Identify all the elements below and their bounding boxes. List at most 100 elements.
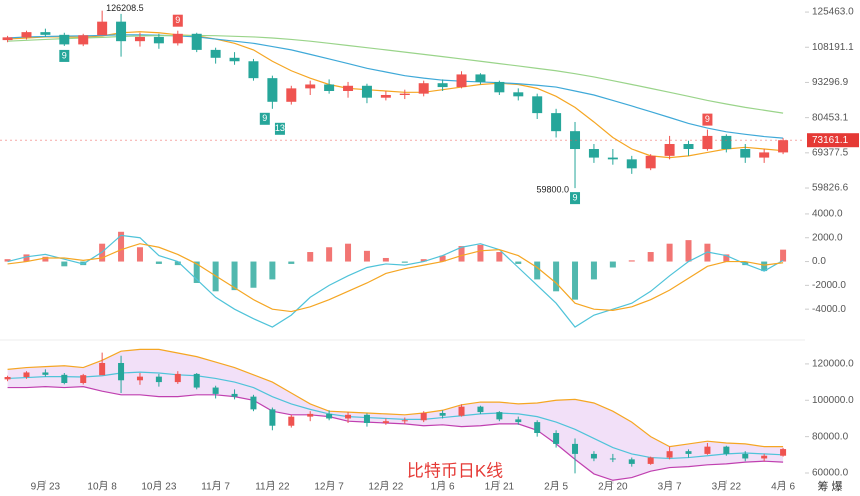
candle-body xyxy=(664,144,675,156)
boll-candle-body xyxy=(685,451,692,454)
macd-bar xyxy=(572,261,579,300)
x-tick-label: 4月 6 xyxy=(771,481,795,493)
macd-bar xyxy=(723,254,730,262)
y-tick-label: 125463.0 xyxy=(812,7,854,18)
chart-title: 比特币日K线 xyxy=(407,461,503,480)
boll-candle-body xyxy=(231,393,238,397)
candle-body xyxy=(626,159,637,169)
td-badge xyxy=(274,122,285,135)
x-tick-label: 9月 23 xyxy=(31,481,61,493)
candle-body xyxy=(607,157,618,160)
candle-body xyxy=(456,74,467,88)
macd-bar xyxy=(307,252,314,262)
macd-bar xyxy=(193,261,200,283)
y-tick-label: 120000.0 xyxy=(812,359,854,370)
macd-bar xyxy=(439,255,446,262)
macd-bar xyxy=(4,259,11,262)
macd-bar xyxy=(382,257,389,262)
footer-text: 筹 爆 xyxy=(817,479,842,493)
boll-candle-body xyxy=(609,458,616,460)
y-tick-label: -4000.0 xyxy=(812,304,846,315)
td-badge xyxy=(259,112,270,125)
candle-body xyxy=(740,149,751,158)
td-badge xyxy=(172,14,183,27)
boll-candle-body xyxy=(439,413,446,416)
macd-bar xyxy=(609,261,616,268)
candle-body xyxy=(588,149,599,158)
boll-candle-body xyxy=(326,413,333,419)
x-tick-label: 1月 21 xyxy=(485,481,515,493)
x-tick-label: 12月 7 xyxy=(314,481,344,493)
candle-body xyxy=(116,21,127,42)
macd-bar xyxy=(780,249,787,262)
y-tick-label: 80453.1 xyxy=(812,112,849,123)
td-badge xyxy=(570,192,581,205)
macd-bar xyxy=(553,261,560,292)
macd-bar xyxy=(477,244,484,262)
moving-average xyxy=(7,34,784,139)
boll-candle-body xyxy=(80,375,87,383)
y-tick-label: -2000.0 xyxy=(812,280,846,291)
candle-body xyxy=(305,84,316,89)
y-tick-label: 60000.0 xyxy=(812,468,849,479)
price-tag xyxy=(807,133,859,148)
boll-candle-body xyxy=(136,376,143,381)
macd-bar xyxy=(288,261,295,264)
x-tick-label: 2月 5 xyxy=(544,481,568,493)
macd-bar xyxy=(515,261,522,264)
candle-body xyxy=(532,96,543,114)
candle-body xyxy=(134,36,145,42)
boll-candle-body xyxy=(780,449,787,456)
x-tick-label: 3月 22 xyxy=(712,481,742,493)
macd-bar xyxy=(685,240,692,262)
candle-body xyxy=(475,74,486,82)
candle-body xyxy=(721,135,732,150)
macd-bar xyxy=(647,252,654,262)
macd-bar xyxy=(590,261,597,280)
candle-body xyxy=(513,92,524,97)
x-tick-label: 11月 7 xyxy=(201,481,230,493)
candle-body xyxy=(97,21,108,36)
candle-body xyxy=(229,57,240,62)
candle-body xyxy=(399,93,410,95)
macd-bar xyxy=(401,261,408,263)
td-badge xyxy=(59,49,70,62)
candle-body xyxy=(153,36,164,44)
macd-bar xyxy=(42,256,49,262)
td-label: 9 xyxy=(573,192,578,202)
macd-bar xyxy=(118,231,125,262)
candle-body xyxy=(551,113,562,132)
high-label: 126208.5 xyxy=(106,3,144,13)
macd-bar xyxy=(345,243,352,262)
x-tick-label: 10月 23 xyxy=(141,481,176,493)
y-tick-label: 0.0 xyxy=(812,256,826,267)
td-label: 9 xyxy=(175,15,180,25)
boll-candle-body xyxy=(23,372,30,377)
candle-body xyxy=(683,144,694,150)
boll-candle-body xyxy=(269,409,276,426)
boll-upper xyxy=(7,348,784,448)
macd-bar xyxy=(363,250,370,262)
boll-candle-body xyxy=(628,459,635,464)
boll-candle-body xyxy=(345,414,352,419)
boll-candle-body xyxy=(4,377,11,380)
y-tick-label: 108191.1 xyxy=(812,42,854,53)
td-label: 13 xyxy=(275,123,285,133)
boll-candle-body xyxy=(666,451,673,458)
macd-dif xyxy=(7,234,784,328)
macd-bar xyxy=(23,254,30,262)
moving-average xyxy=(7,34,784,114)
boll-candle-body xyxy=(496,412,503,420)
boll-candle-body xyxy=(250,396,257,410)
boll-candle-body xyxy=(723,446,730,454)
boll-candle-body xyxy=(118,363,125,381)
macd-bar xyxy=(496,252,503,262)
x-tick-label: 10月 8 xyxy=(87,481,117,493)
td-label: 9 xyxy=(62,50,67,60)
boll-candle-body xyxy=(401,420,408,422)
boll-candle-body xyxy=(477,406,484,413)
candle-body xyxy=(59,34,70,45)
macd-bar xyxy=(458,246,465,262)
boll-candle-body xyxy=(307,413,314,417)
boll-candle-body xyxy=(515,419,522,423)
